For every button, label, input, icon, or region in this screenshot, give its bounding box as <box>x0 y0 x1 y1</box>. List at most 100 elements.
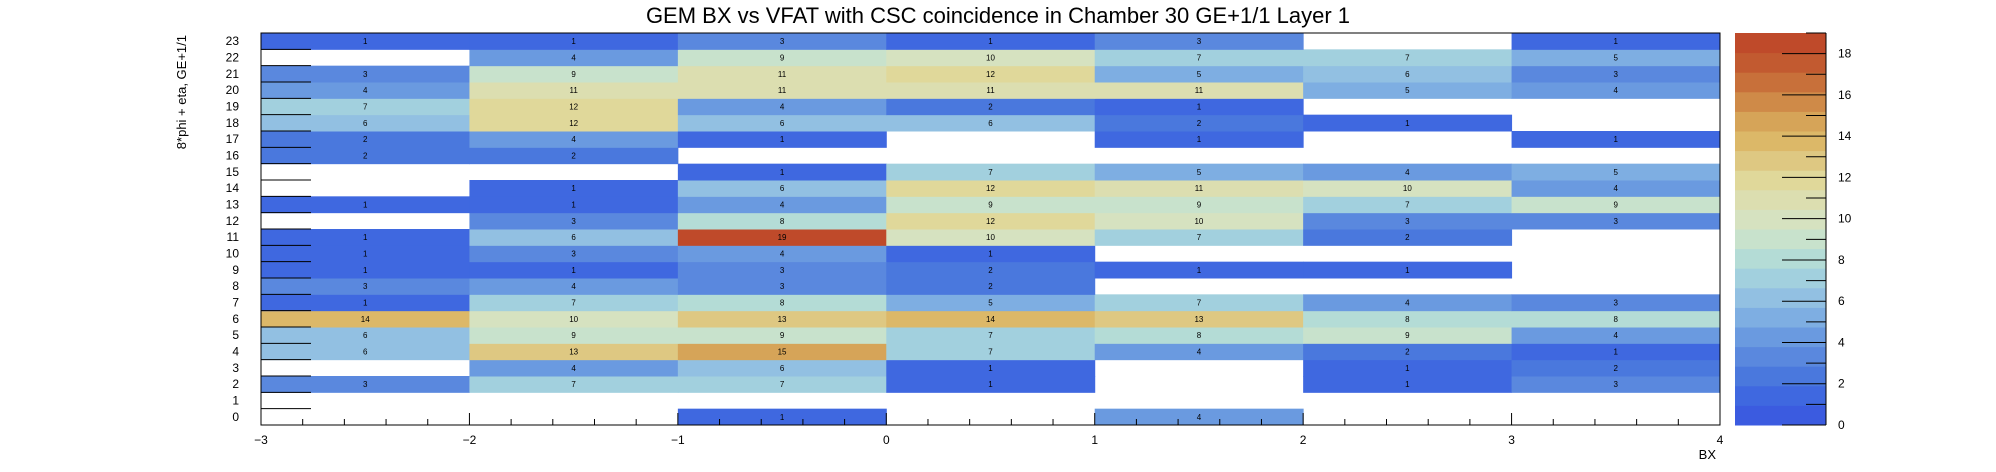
cell-value-label: 1 <box>363 201 368 210</box>
y-tick-label: 9 <box>232 263 239 277</box>
x-tick-label: −1 <box>671 433 685 447</box>
y-tick-label: 16 <box>226 149 240 163</box>
color-scale-segment <box>1735 72 1826 93</box>
cell-value-label: 3 <box>1614 380 1619 389</box>
heatmap-cell <box>1511 310 1721 328</box>
cell-value-label: 2 <box>363 152 368 161</box>
cell-value-label: 8 <box>780 299 785 308</box>
cell-value-label: 1 <box>571 37 576 46</box>
heatmap-cell <box>886 196 1096 214</box>
heatmap-cell <box>886 212 1096 230</box>
heatmap-cell <box>886 180 1096 197</box>
heatmap-cell <box>677 131 887 148</box>
heatmap-cell <box>677 245 887 263</box>
y-tick-label: 8 <box>232 279 239 293</box>
color-scale-segment <box>1735 307 1826 328</box>
cell-value-label: 4 <box>1614 184 1619 193</box>
cell-value-label: 8 <box>1197 331 1202 340</box>
heatmap-cell <box>886 33 1096 50</box>
cell-value-label: 9 <box>988 201 993 210</box>
heatmap-cell <box>886 49 1096 67</box>
heatmap-cell <box>1303 65 1513 83</box>
heatmap-cell <box>886 163 1096 181</box>
cell-value-label: 11 <box>1195 86 1204 95</box>
heatmap-cell <box>469 49 679 67</box>
cell-value-label: 4 <box>780 250 785 259</box>
cell-value-label: 10 <box>986 54 995 63</box>
cell-value-label: 6 <box>363 119 368 128</box>
heatmap-cell <box>469 65 679 83</box>
cell-value-label: 2 <box>1405 348 1410 357</box>
y-tick-label: 1 <box>232 394 239 408</box>
color-scale-segment <box>1735 150 1826 171</box>
heatmap-cell <box>261 327 470 344</box>
x-tick-label: 4 <box>1717 433 1724 447</box>
heatmap-cell <box>469 98 679 116</box>
heatmap-cell <box>1094 343 1304 361</box>
cell-value-label: 1 <box>1405 380 1410 389</box>
heatmap-cell <box>1303 261 1513 279</box>
cell-value-label: 1 <box>1614 348 1619 357</box>
color-scale-bar <box>1735 33 1826 426</box>
color-scale-tick-label: 8 <box>1838 253 1845 267</box>
y-tick-label: 6 <box>232 312 239 326</box>
heatmap-cell <box>469 180 679 197</box>
cell-value-label: 1 <box>988 250 993 259</box>
cell-value-label: 9 <box>1197 201 1202 210</box>
cell-value-label: 1 <box>988 380 993 389</box>
color-scale-segment <box>1735 366 1826 387</box>
heatmap-cell <box>1511 359 1721 377</box>
cell-value-label: 12 <box>986 217 995 226</box>
y-tick-label: 7 <box>232 296 239 310</box>
cell-value-label: 7 <box>571 299 576 308</box>
heatmap-cell <box>261 196 470 214</box>
heatmap-cell <box>261 343 470 361</box>
heatmap-cell <box>886 310 1096 328</box>
cell-value-label: 7 <box>1405 201 1410 210</box>
cell-value-label: 10 <box>569 315 578 324</box>
heatmap-cell <box>1094 327 1304 344</box>
y-tick-label: 15 <box>226 165 240 179</box>
heatmap-cell <box>469 33 679 50</box>
y-tick-label: 5 <box>232 328 239 342</box>
chart-title: GEM BX vs VFAT with CSC coincidence in C… <box>646 3 1350 28</box>
cell-value-label: 1 <box>988 364 993 373</box>
color-scale-segment <box>1735 52 1826 73</box>
cell-value-label: 2 <box>571 152 576 161</box>
y-tick-label: 18 <box>226 116 240 130</box>
cell-value-label: 12 <box>569 119 578 128</box>
y-tick-label: 14 <box>226 181 240 195</box>
cell-value-label: 4 <box>1197 413 1202 422</box>
color-scale-segment <box>1735 111 1826 132</box>
cell-value-label: 7 <box>780 380 785 389</box>
cell-value-label: 9 <box>571 70 576 79</box>
color-scale-segment <box>1735 248 1826 269</box>
cell-value-label: 3 <box>1405 217 1410 226</box>
cell-value-label: 7 <box>1405 54 1410 63</box>
heatmap-cell <box>1511 180 1721 197</box>
cell-value-label: 7 <box>1197 54 1202 63</box>
cell-value-label: 2 <box>988 266 993 275</box>
cell-value-label: 5 <box>1614 168 1619 177</box>
cell-value-label: 13 <box>1194 315 1203 324</box>
color-scale-segment <box>1735 229 1826 250</box>
y-tick-label: 19 <box>226 100 240 114</box>
cell-value-label: 3 <box>363 380 368 389</box>
cell-value-label: 9 <box>780 54 785 63</box>
heatmap-cell <box>1303 359 1513 377</box>
heatmap-cell <box>1511 33 1721 50</box>
color-scale-tick-label: 18 <box>1838 47 1852 61</box>
heatmap-cell <box>469 82 679 99</box>
color-scale-segment <box>1735 189 1826 210</box>
heatmap-cell <box>677 327 887 344</box>
heatmap-cell <box>261 376 470 393</box>
cell-value-label: 3 <box>571 250 576 259</box>
cell-value-label: 12 <box>986 184 995 193</box>
heatmap-cell <box>677 376 887 393</box>
heatmap-cell <box>469 359 679 377</box>
cell-value-label: 11 <box>1195 184 1204 193</box>
cell-value-label: 1 <box>363 233 368 242</box>
cell-value-label: 10 <box>1194 217 1203 226</box>
